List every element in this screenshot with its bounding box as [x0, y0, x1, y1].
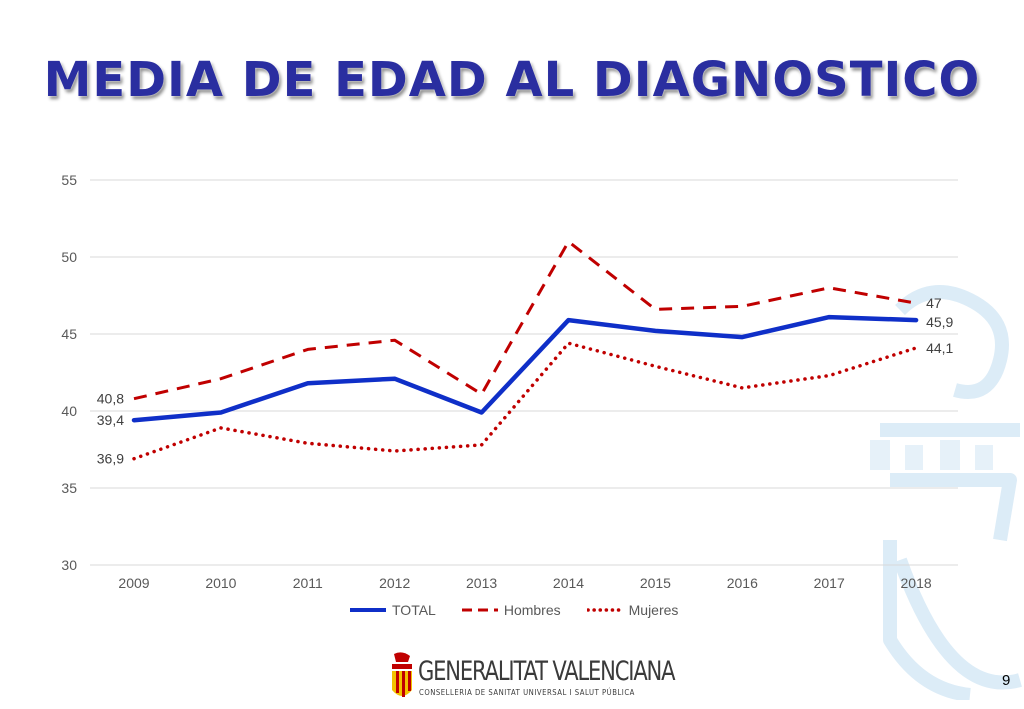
data-label: 47	[926, 295, 942, 311]
x-tick-label: 2018	[901, 575, 932, 591]
y-tick-label: 30	[61, 557, 77, 573]
legend-item-mujeres: Mujeres	[586, 602, 679, 618]
slide-title: MEDIA DE EDAD AL DIAGNOSTICO	[43, 52, 981, 108]
coat-of-arms-watermark	[870, 285, 1022, 700]
data-label: 44,1	[926, 340, 953, 356]
y-tick-label: 40	[61, 403, 77, 419]
data-label: 40,8	[97, 391, 124, 407]
legend-label-hombres: Hombres	[503, 602, 561, 618]
series-line-hombres	[133, 240, 917, 401]
page-number: 9	[1002, 672, 1011, 689]
series-line-mujeres	[132, 341, 918, 461]
x-tick-label: 2016	[727, 575, 758, 591]
data-label: 36,9	[97, 451, 124, 467]
x-tick-label: 2009	[118, 575, 149, 591]
generalitat-logo-icon	[392, 652, 412, 697]
legend-swatch-hombres	[461, 608, 498, 612]
footer-logo: GENERALITAT VALENCIANA CONSELLERIA DE SA…	[388, 650, 676, 702]
x-tick-label: 2013	[466, 575, 497, 591]
legend-item-hombres: Hombres	[461, 602, 561, 618]
x-tick-label: 2010	[205, 575, 236, 591]
x-tick-label: 2012	[379, 575, 410, 591]
data-label: 39,4	[97, 412, 124, 428]
x-tick-label: 2011	[293, 575, 323, 591]
chart-legend: TOTAL Hombres Mujeres	[350, 602, 678, 618]
data-label: 45,9	[926, 314, 953, 330]
x-tick-label: 2014	[553, 575, 584, 591]
y-tick-label: 50	[61, 249, 77, 265]
y-tick-label: 55	[61, 172, 77, 188]
series-line-total	[131, 314, 919, 423]
x-tick-label: 2017	[814, 575, 845, 591]
legend-label-mujeres: Mujeres	[628, 602, 679, 618]
y-tick-label: 35	[61, 480, 77, 496]
brand-subtitle: CONSELLERIA DE SANITAT UNIVERSAL I SALUT…	[419, 688, 635, 697]
brand-name: GENERALITAT VALENCIANA	[418, 656, 676, 687]
legend-item-total: TOTAL	[350, 602, 436, 618]
legend-swatch-mujeres	[586, 608, 623, 612]
legend-swatch-total	[350, 608, 386, 612]
legend-label-total: TOTAL	[392, 602, 436, 618]
y-tick-label: 45	[61, 326, 77, 342]
x-tick-label: 2015	[640, 575, 671, 591]
